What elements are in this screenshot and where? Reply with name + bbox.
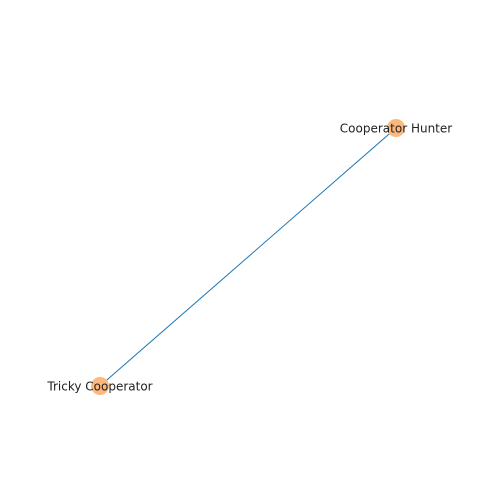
node-cooperator-hunter[interactable]: Cooperator Hunter <box>340 119 452 137</box>
node-label: Cooperator Hunter <box>340 122 452 136</box>
node-marker <box>91 377 109 395</box>
node-tricky-cooperator[interactable]: Tricky Cooperator <box>46 377 153 395</box>
edge-layer <box>99 127 397 387</box>
node-label: Tricky Cooperator <box>46 380 152 394</box>
node-marker <box>387 119 405 137</box>
node-layer: Cooperator Hunter Tricky Cooperator <box>46 119 452 395</box>
edge-cooperator-hunter-tricky-cooperator <box>99 127 397 387</box>
